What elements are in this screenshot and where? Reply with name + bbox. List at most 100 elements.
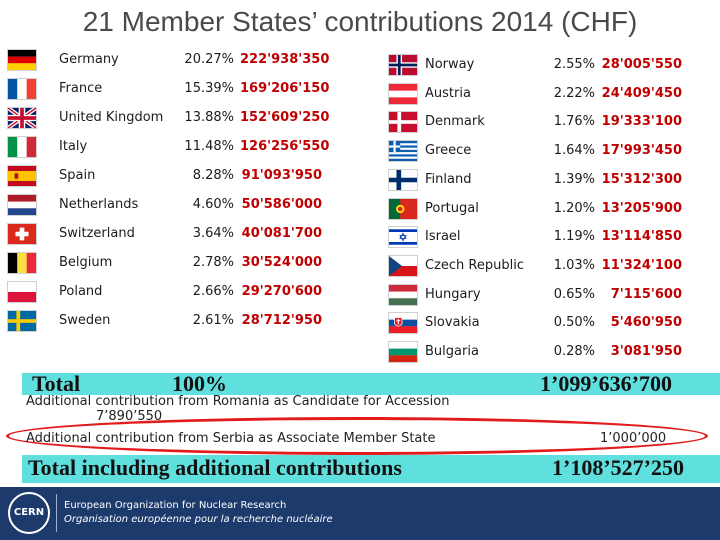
flag-netherlands — [7, 194, 37, 216]
country-percent: 2.78% — [192, 255, 234, 270]
country-name: Israel — [425, 229, 461, 245]
country-percent: 2.22% — [553, 85, 595, 101]
country-row: Norway 2.55% 28'005'550 — [0, 54, 720, 78]
country-percent: 4.60% — [192, 197, 234, 212]
grand-total-band — [22, 455, 720, 483]
country-percent: 1.39% — [553, 171, 595, 187]
cern-logo: CERN — [8, 492, 50, 534]
country-amount: 24'409'450 — [601, 85, 682, 101]
flag-bulgaria — [388, 341, 418, 363]
country-row: Denmark 1.76% 19'333'100 — [0, 111, 720, 135]
country-name: Poland — [59, 284, 103, 299]
country-percent: 1.03% — [553, 257, 595, 273]
country-row: United Kingdom 13.88% 152'609'250 — [0, 107, 720, 131]
country-amount: 13'205'900 — [601, 200, 682, 216]
country-amount: 222'938'350 — [240, 52, 330, 67]
country-row: Spain 8.28% 91'093'950 — [0, 165, 720, 189]
romania-contribution-text: Additional contribution from Romania as … — [26, 394, 450, 409]
country-row: Austria 2.22% 24'409'450 — [0, 82, 720, 107]
country-percent: 2.61% — [192, 313, 234, 328]
country-percent: 1.19% — [553, 229, 595, 245]
country-name: Finland — [425, 171, 472, 187]
footer-org-french: Organisation européenne pour la recherch… — [64, 514, 333, 525]
country-row: Italy 11.48% 126'256'550 — [0, 136, 720, 160]
country-row: Finland 1.39% 15'312'300 — [0, 168, 720, 193]
flag-belgium — [7, 252, 37, 274]
flag-sweden — [7, 310, 37, 332]
country-row: Germany 20.27% 222'938'350 — [0, 49, 720, 73]
flag-norway — [388, 54, 418, 76]
country-name: Norway — [425, 57, 475, 72]
country-percent: 1.20% — [553, 200, 595, 216]
country-percent: 13.88% — [184, 110, 234, 125]
country-name: Czech Republic — [425, 257, 524, 273]
country-row: Hungary 0.65% 7'115'600 — [0, 283, 720, 308]
flag-austria — [388, 82, 418, 105]
country-percent: 1.64% — [553, 143, 595, 159]
footer-org-english: European Organization for Nuclear Resear… — [64, 500, 287, 511]
country-name: Slovakia — [425, 315, 480, 331]
country-amount: 126'256'550 — [240, 139, 330, 154]
country-amount: 15'312'300 — [601, 171, 682, 187]
serbia-highlight-oval — [6, 417, 708, 455]
flag-slovakia — [388, 312, 418, 335]
country-amount: 28'005'550 — [601, 57, 682, 72]
country-row: Israel 1.19% 13'114'850 — [0, 226, 720, 250]
flag-czech-republic — [388, 254, 418, 277]
country-name: Hungary — [425, 286, 481, 302]
flag-germany — [7, 49, 37, 71]
country-row: France 15.39% 169'206'150 — [0, 78, 720, 102]
country-percent: 15.39% — [184, 81, 234, 96]
country-amount: 40'081'700 — [241, 226, 322, 241]
country-name: Austria — [425, 85, 471, 101]
country-row: Greece 1.64% 17'993'450 — [0, 140, 720, 164]
country-amount: 29'270'600 — [241, 284, 322, 299]
grand-total-label: Total including additional contributions — [28, 455, 402, 480]
grand-total-amount: 1’108’527’250 — [552, 455, 684, 480]
country-percent: 1.76% — [553, 114, 595, 130]
flag-switzerland — [7, 223, 37, 245]
flag-hungary — [388, 283, 418, 306]
footer-divider — [56, 494, 57, 532]
country-name: Sweden — [59, 313, 111, 328]
country-name: Portugal — [425, 200, 479, 216]
country-amount: 19'333'100 — [601, 114, 682, 130]
country-percent: 0.28% — [553, 344, 595, 359]
country-amount: 17'993'450 — [601, 143, 682, 159]
country-row: Poland 2.66% 29'270'600 — [0, 281, 720, 305]
country-percent: 20.27% — [184, 52, 234, 67]
country-amount: 3'081'950 — [610, 344, 682, 359]
flag-poland — [7, 281, 37, 303]
country-amount: 7'115'600 — [610, 286, 682, 302]
country-percent: 0.50% — [553, 315, 595, 331]
country-amount: 30'524'000 — [241, 255, 322, 270]
flag-spain — [7, 165, 37, 187]
flag-italy — [7, 136, 37, 158]
country-name: Netherlands — [59, 197, 139, 212]
country-row: Switzerland 3.64% 40'081'700 — [0, 223, 720, 247]
country-name: Greece — [425, 143, 472, 159]
serbia-contribution-text: Additional contribution from Serbia as A… — [26, 431, 436, 446]
country-amount: 11'324'100 — [601, 257, 682, 273]
country-percent: 2.55% — [553, 57, 595, 72]
total-percent: 100% — [172, 371, 227, 396]
country-row: Belgium 2.78% 30'524'000 — [0, 252, 720, 276]
footer-bar — [0, 487, 720, 540]
country-amount: 50'586'000 — [241, 197, 322, 212]
country-percent: 8.28% — [192, 168, 234, 183]
country-row: Bulgaria 0.28% 3'081'950 — [0, 341, 720, 365]
flag-france — [7, 78, 37, 100]
country-amount: 152'609'250 — [240, 110, 330, 125]
flag-portugal — [388, 197, 418, 220]
flag-israel — [388, 226, 418, 249]
country-name: Switzerland — [59, 226, 135, 241]
country-row: Portugal 1.20% 13'205'900 — [0, 197, 720, 222]
total-amount: 1’099’636’700 — [540, 371, 672, 396]
country-name: United Kingdom — [59, 110, 164, 125]
country-name: France — [59, 81, 103, 96]
country-name: Spain — [59, 168, 96, 183]
country-amount: 169'206'150 — [240, 81, 330, 96]
country-name: Italy — [59, 139, 88, 154]
country-percent: 2.66% — [192, 284, 234, 299]
country-percent: 0.65% — [553, 286, 595, 302]
